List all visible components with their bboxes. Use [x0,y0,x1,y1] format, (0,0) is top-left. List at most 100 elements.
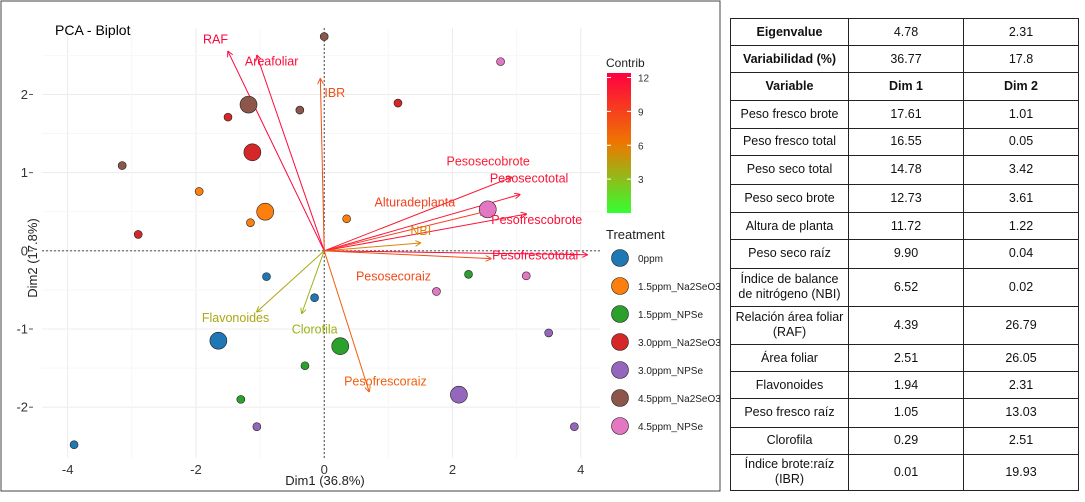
vector-label: Pesofrescototal [492,249,578,263]
colorbar-tick-label: 3 [638,175,644,186]
cell-dim2: 1.22 [963,212,1079,241]
cell-dim1: 0.01 [848,453,964,492]
vector-label: Pesofrescoraiz [344,375,427,389]
header-dim2: Dim 2 [963,72,1079,101]
cell-variable: Peso fresco brote [730,99,849,129]
contrib-colorbar [607,73,631,213]
x-tick-label: -2 [190,462,202,477]
vector-label: Flavonoides [202,311,269,325]
vector-flavonoides [257,250,325,312]
data-point [432,287,441,296]
variability-dim1: 36.77 [848,45,964,74]
data-point [194,187,204,196]
eigenvalue-label: Eigenvalue [730,17,849,47]
cell-dim2: 2.31 [963,371,1079,400]
vector-label: Areafoliar [245,54,298,68]
contrib-legend: Contrib 3 6 9 12 [606,56,650,213]
vector-label: Clorofila [292,322,338,336]
legend-label: 4.5ppm_NPSe [638,422,703,433]
table-row: Flavonoides 1.94 2.31 [730,371,1079,400]
cell-variable: Peso seco raíz [730,239,849,269]
treatment-legend-title: Treatment [606,227,665,242]
data-point [496,57,505,66]
data-point [209,331,228,350]
cell-variable: Clorofila [730,426,849,455]
y-tick-label: -2 [16,400,28,415]
legend-key [611,277,629,295]
vector-pesosecoraiz [324,250,491,259]
legend-label: 1.5ppm_NPSe [638,310,703,321]
table-row: Peso seco raíz 9.90 0.04 [730,239,1079,269]
vector-pesosecobrote [324,177,511,252]
cell-dim1: 4.39 [848,305,964,346]
table-row: Clorofila 0.29 2.51 [730,426,1079,455]
table-row: Índice de balance de nitrógeno (NBI) 6.52… [730,267,1079,307]
cell-variable: Altura de planta [730,212,849,241]
colorbar-tick-label: 9 [638,107,644,118]
data-point [256,202,275,221]
table-row: Peso seco brote 12.73 3.61 [730,184,1079,214]
data-point [464,269,473,279]
table-row: Relación área foliar (RAF) 4.39 26.79 [730,305,1079,346]
cell-dim1: 2.51 [848,344,964,373]
data-point [252,422,262,432]
cell-dim2: 0.04 [963,239,1079,269]
x-tick-label: -4 [62,462,74,477]
chart-title: PCA - Biplot [55,22,131,38]
cell-dim1: 1.94 [848,371,964,400]
legend-key [611,417,629,435]
data-point [544,328,553,338]
data-point [331,337,350,356]
vector-ibr [320,79,325,251]
cell-dim1: 11.72 [848,212,964,241]
cell-dim1: 17.61 [848,99,964,129]
table-row: Área foliar 2.51 26.05 [730,344,1079,373]
y-axis-label: Dim2 (17.8%) [25,218,40,297]
data-point [570,422,579,432]
x-axis-label: Dim1 (36.8%) [285,473,364,488]
vector-label: Pesosecobrote [446,154,529,168]
vector-pesofrescoraiz [323,250,369,392]
header-variable: Variable [730,72,849,101]
x-tick-label: 2 [449,462,456,477]
vector-label: Pesofrescobrote [491,213,582,227]
legend-key [611,389,629,407]
legend-key [611,305,629,323]
legend-label: 3.0ppm_NPSe [638,366,703,377]
y-tick-label: -1 [16,322,28,337]
cell-variable: Peso fresco total [730,127,849,156]
cell-variable: Peso seco total [730,154,849,186]
axes: -4 -2 0 2 4 -2 -1 0 1 2 [16,28,600,477]
vector-areafoliar [257,55,325,251]
variable-vectors [228,51,587,391]
cell-dim1: 6.52 [848,267,964,307]
data-point [243,143,262,162]
table-row: Peso fresco total 16.55 0.05 [730,127,1079,156]
vector-clorofila [302,250,325,314]
vector-label: Alturadeplanta [375,196,456,210]
legend-label: 0ppm [638,254,663,265]
cell-dim1: 16.55 [848,127,964,156]
vector-label: Pesosecoraiz [356,270,431,284]
eigenvalue-dim1: 4.78 [848,17,964,47]
vector-nbi [324,243,420,252]
cell-variable: Relación área foliar (RAF) [730,305,849,346]
vector-raf [228,51,325,252]
data-point [133,230,143,239]
cell-dim1: 0.29 [848,426,964,455]
vector-alturadeplanta [324,212,484,252]
y-tick-label: 1 [21,165,28,180]
cell-dim2: 3.42 [963,154,1079,186]
legend-label: 1.5ppm_Na2SeO3 [638,282,721,293]
legend-label: 4.5ppm_Na2SeO3 [638,394,721,405]
data-point [393,98,403,108]
data-point [450,385,468,404]
data-point [69,440,79,450]
cell-dim2: 0.02 [963,267,1079,307]
data-point [223,112,233,122]
legend-label: 3.0ppm_Na2SeO3 [638,338,721,349]
vector-pesofrescototal [324,250,587,255]
individual-points [69,32,579,450]
data-point [300,361,310,371]
